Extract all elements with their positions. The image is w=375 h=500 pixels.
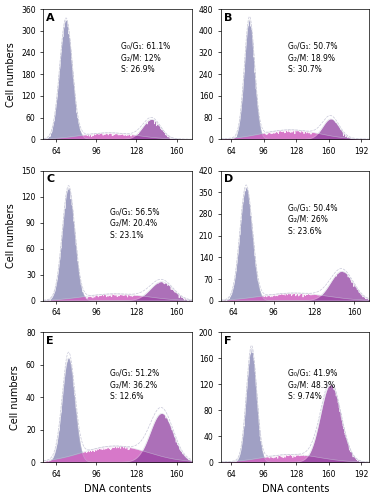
Text: G₀/G₁: 61.1%
G₂/M: 12%
S: 26.9%: G₀/G₁: 61.1% G₂/M: 12% S: 26.9% bbox=[120, 42, 170, 74]
X-axis label: DNA contents: DNA contents bbox=[261, 484, 329, 494]
Y-axis label: Cell numbers: Cell numbers bbox=[6, 204, 16, 268]
Y-axis label: Cell numbers: Cell numbers bbox=[6, 42, 15, 106]
Text: C: C bbox=[46, 174, 54, 184]
Text: G₀/G₁: 51.2%
G₂/M: 36.2%
S: 12.6%: G₀/G₁: 51.2% G₂/M: 36.2% S: 12.6% bbox=[110, 368, 159, 401]
X-axis label: DNA contents: DNA contents bbox=[84, 484, 151, 494]
Text: B: B bbox=[224, 13, 232, 23]
Text: G₀/G₁: 50.7%
G₂/M: 18.9%
S: 30.7%: G₀/G₁: 50.7% G₂/M: 18.9% S: 30.7% bbox=[288, 42, 337, 74]
Text: D: D bbox=[224, 174, 233, 184]
Text: G₀/G₁: 50.4%
G₂/M: 26%
S: 23.6%: G₀/G₁: 50.4% G₂/M: 26% S: 23.6% bbox=[288, 203, 337, 235]
Text: A: A bbox=[46, 13, 55, 23]
Text: E: E bbox=[46, 336, 54, 346]
Text: G₀/G₁: 56.5%
G₂/M: 20.4%
S: 23.1%: G₀/G₁: 56.5% G₂/M: 20.4% S: 23.1% bbox=[110, 207, 160, 240]
Y-axis label: Cell numbers: Cell numbers bbox=[10, 365, 20, 430]
Text: G₀/G₁: 41.9%
G₂/M: 48.3%
S: 9.74%: G₀/G₁: 41.9% G₂/M: 48.3% S: 9.74% bbox=[288, 368, 337, 401]
Text: F: F bbox=[224, 336, 231, 346]
